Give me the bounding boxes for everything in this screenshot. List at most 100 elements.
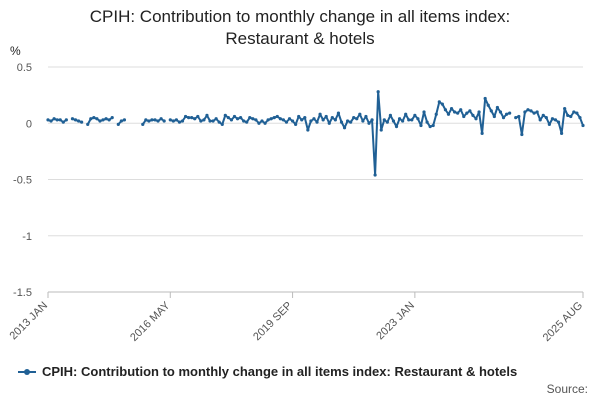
data-point	[495, 105, 499, 110]
data-point	[373, 173, 377, 177]
data-point	[342, 126, 347, 130]
data-point	[76, 119, 81, 123]
data-point	[92, 116, 96, 120]
data-point	[361, 119, 365, 123]
data-point	[187, 116, 191, 120]
data-point	[150, 118, 154, 122]
data-point	[407, 118, 411, 122]
data-point	[553, 118, 558, 122]
data-point	[330, 116, 334, 120]
data-point	[119, 119, 123, 123]
x-axis-ticks: 2013 JAN 2016 MAY 2019 SEP 2023 JAN 2025 AUG	[7, 292, 585, 344]
data-point	[498, 110, 503, 114]
data-point	[370, 118, 374, 122]
data-point	[523, 110, 527, 114]
data-point	[190, 116, 194, 120]
legend-swatch-marker	[24, 368, 30, 375]
data-point	[223, 113, 227, 117]
data-point	[520, 132, 524, 137]
data-point	[428, 125, 432, 129]
source-label: Source:	[546, 382, 588, 396]
data-point	[456, 111, 460, 115]
chart-title-line1: CPIH: Contribution to monthly change in …	[89, 7, 511, 26]
data-point	[440, 102, 444, 106]
data-point	[251, 117, 255, 121]
data-point	[471, 113, 475, 117]
x-tick-label: 2013 JAN	[7, 300, 50, 343]
y-axis-ticks: 0.5 0 -0.5 -1 -1.5	[13, 62, 32, 299]
data-point	[352, 116, 356, 120]
data-point	[486, 103, 490, 107]
data-point	[254, 118, 258, 122]
data-point	[46, 118, 50, 122]
legend[interactable]: CPIH: Contribution to monthly change in …	[18, 364, 517, 379]
data-point	[229, 118, 234, 122]
data-point	[581, 123, 585, 128]
chart-title: CPIH: Contribution to monthly change in …	[0, 6, 600, 50]
data-point	[483, 96, 487, 101]
data-point	[437, 100, 441, 104]
data-point	[193, 117, 197, 121]
gridlines	[48, 66, 583, 293]
data-point	[80, 120, 84, 124]
data-point	[315, 120, 319, 124]
data-point	[517, 114, 521, 119]
data-point	[465, 111, 469, 115]
data-point	[245, 120, 249, 124]
data-point	[556, 120, 561, 124]
data-point	[61, 120, 65, 124]
data-point	[300, 118, 304, 122]
data-point	[391, 119, 396, 123]
data-point	[385, 120, 389, 124]
data-point	[419, 123, 423, 128]
data-point	[532, 111, 536, 115]
data-point	[220, 122, 224, 126]
data-point	[321, 118, 325, 122]
x-tick-label: 2016 MAY	[128, 299, 173, 344]
data-point	[70, 117, 75, 121]
data-point	[208, 119, 212, 123]
data-point	[349, 120, 353, 124]
data-point	[290, 119, 295, 123]
data-point	[263, 121, 267, 125]
data-point	[379, 128, 383, 132]
data-point	[449, 107, 454, 111]
legend-label: CPIH: Contribution to monthly change in …	[42, 364, 518, 379]
data-point	[563, 107, 567, 111]
y-axis-unit-label: %	[10, 44, 21, 58]
data-point	[281, 118, 285, 122]
chart-title-line2: Restaurant & hotels	[225, 29, 375, 48]
data-point	[358, 112, 362, 116]
x-tick-label: 2023 JAN	[374, 300, 417, 343]
data-point	[272, 116, 276, 120]
data-point	[159, 117, 163, 121]
data-point	[453, 110, 457, 114]
data-point	[86, 122, 90, 126]
data-point	[416, 117, 420, 121]
data-point	[401, 119, 405, 123]
data-point	[226, 116, 230, 120]
data-point	[312, 117, 316, 121]
data-point	[443, 108, 448, 112]
data-point	[284, 120, 289, 124]
data-point	[275, 114, 279, 119]
data-point	[578, 116, 582, 120]
data-point	[141, 122, 145, 126]
x-tick-label: 2019 SEP	[251, 300, 295, 344]
data-point	[535, 110, 539, 114]
data-point	[324, 114, 328, 119]
data-point	[477, 110, 481, 114]
data-point	[376, 90, 380, 94]
data-point	[49, 119, 53, 123]
data-point	[550, 117, 555, 121]
data-point	[55, 118, 59, 122]
data-point	[468, 109, 472, 113]
data-point	[156, 119, 160, 123]
data-point	[526, 108, 530, 112]
data-point	[122, 118, 127, 122]
data-point	[397, 117, 402, 121]
data-point	[202, 118, 206, 122]
y-tick-label: 0.5	[17, 62, 32, 74]
data-point	[508, 111, 512, 115]
data-point	[269, 117, 273, 121]
